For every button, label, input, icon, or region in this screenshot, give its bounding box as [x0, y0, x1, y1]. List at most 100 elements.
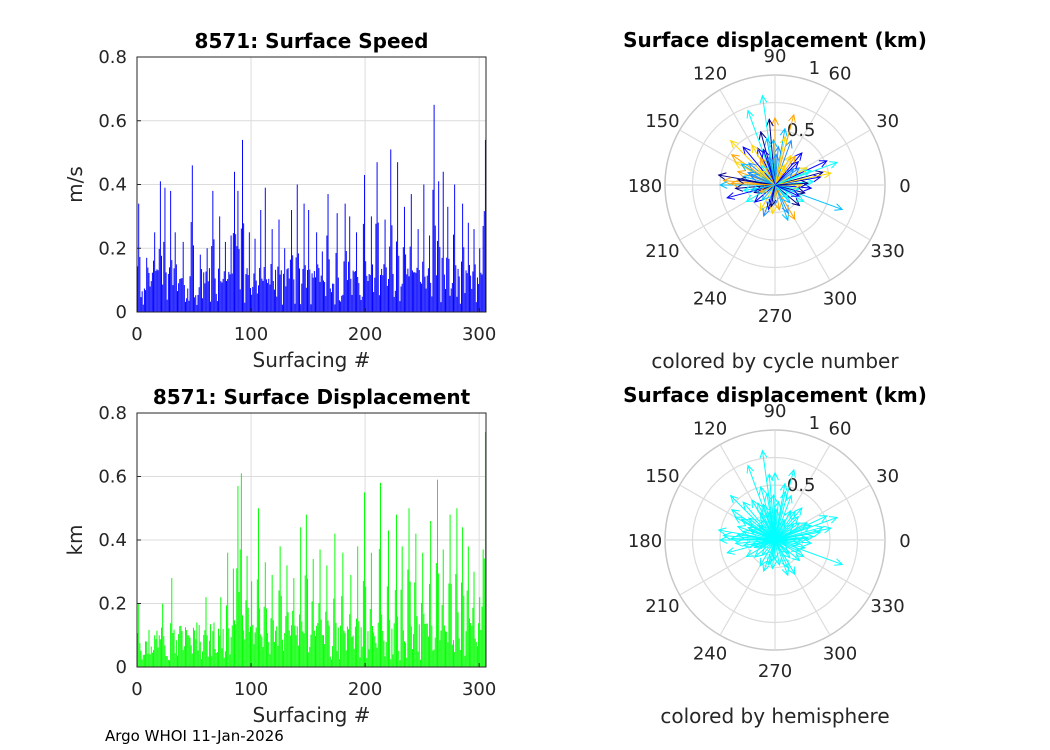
bar [382, 630, 384, 667]
arrow-head [773, 500, 782, 510]
bar [175, 640, 177, 667]
bar [161, 627, 163, 667]
bar [213, 239, 215, 312]
arrow-head [799, 167, 809, 175]
bar [269, 284, 271, 312]
bar [304, 265, 306, 312]
bar [147, 653, 149, 667]
bar [427, 268, 429, 312]
displacement-arrow [736, 531, 776, 541]
bar [236, 246, 238, 312]
bar [350, 574, 352, 667]
bar [417, 651, 419, 667]
bar [254, 632, 256, 667]
bar [413, 634, 415, 667]
bar [143, 654, 145, 667]
bar [235, 234, 237, 312]
bar [156, 269, 158, 312]
bar [381, 614, 383, 667]
bar [206, 248, 208, 312]
bar [451, 644, 453, 667]
bar [235, 624, 237, 667]
bar [261, 636, 263, 667]
bar [253, 644, 255, 667]
arrow-head [779, 127, 788, 137]
bar [202, 298, 204, 312]
bar [165, 656, 167, 667]
bar [453, 234, 454, 312]
speed-chart: 0 100 200 300 0 0.2 0.4 0.6 0.8 8571: Surface Spe… [63, 29, 496, 372]
arrow-shaft [774, 516, 799, 541]
bar [169, 267, 170, 312]
arrow-head [787, 510, 796, 520]
bar [188, 635, 190, 667]
bar [315, 635, 316, 667]
y-tick-label: 0.8 [98, 47, 127, 68]
arrow-head [777, 519, 785, 529]
bar [413, 272, 415, 312]
bar [364, 492, 366, 668]
bar [457, 268, 459, 312]
arrow-head [757, 524, 767, 533]
displacement-arrow [774, 184, 790, 200]
arrow-shaft [754, 539, 776, 558]
arrow-head [758, 485, 767, 495]
bar [447, 642, 449, 667]
bar [406, 274, 408, 312]
bar [481, 274, 483, 312]
bar [277, 266, 279, 312]
bar [330, 659, 332, 667]
bar [287, 612, 289, 667]
bar [328, 259, 330, 312]
y-tick-label: 0.8 [98, 403, 127, 424]
bar [229, 274, 231, 312]
y-tick-label: 0.6 [98, 111, 127, 132]
arrow-head [764, 492, 772, 502]
arrow-head [746, 464, 754, 474]
bar [454, 651, 456, 667]
displacement-arrow [774, 539, 783, 567]
bar [287, 268, 289, 312]
arrow-shaft [774, 539, 796, 575]
bar [372, 264, 373, 312]
bar [140, 650, 142, 667]
arrow-head [722, 177, 732, 186]
bar [410, 626, 412, 667]
bar [156, 630, 158, 667]
bar [285, 616, 287, 667]
bar [253, 273, 255, 312]
bar [346, 626, 348, 667]
bar [279, 274, 281, 312]
bar [438, 181, 440, 312]
bar [188, 300, 190, 312]
bar [245, 274, 247, 312]
arrow-shaft [774, 152, 803, 186]
arrow-head [795, 194, 805, 203]
arrow-head [729, 534, 739, 543]
bar [401, 546, 403, 667]
bar [400, 589, 402, 667]
bar [421, 602, 423, 667]
displacement-arrow [774, 164, 785, 186]
bar [199, 641, 201, 667]
bar [270, 264, 272, 312]
bar [445, 289, 446, 312]
radial-tick-label: 0.5 [787, 475, 816, 496]
bar [308, 210, 310, 312]
arrow-head [790, 515, 800, 525]
displacement-arrow [749, 529, 776, 541]
displacement-arrow [742, 146, 776, 186]
displacement-arrow [774, 152, 803, 186]
angle-tick-label: 330 [870, 596, 904, 617]
arrow-head [749, 529, 759, 537]
bar [350, 278, 352, 312]
arrow-shaft [774, 172, 832, 186]
bar [340, 625, 342, 667]
displacement-arrow [757, 524, 776, 541]
bar [153, 260, 155, 312]
displacement-arrow [774, 490, 788, 541]
bar [418, 624, 420, 667]
bar [463, 247, 465, 312]
arrow-head [734, 183, 744, 192]
bar [157, 647, 159, 667]
